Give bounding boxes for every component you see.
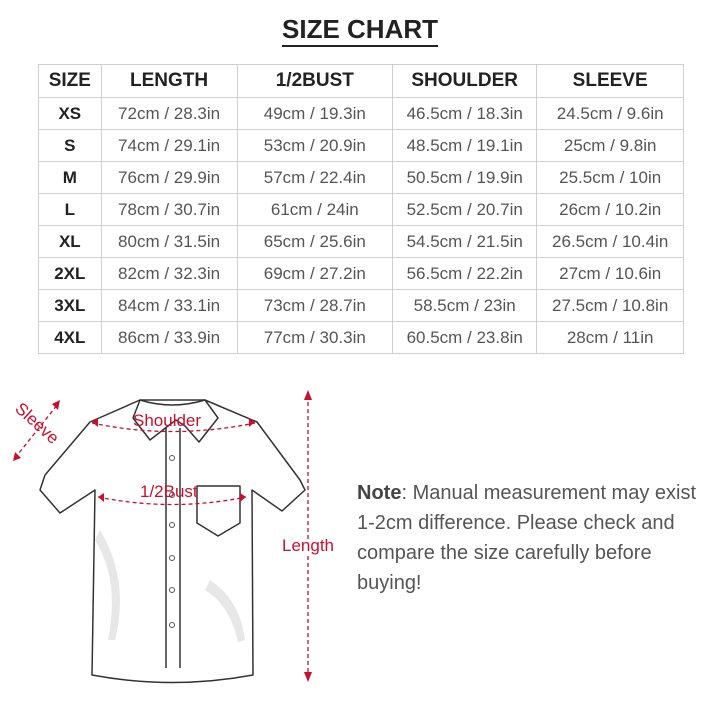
measurement-cell: 54.5cm / 21.5in [392,225,538,258]
measurement-cell: 26cm / 10.2in [536,193,684,226]
measurement-cell: 65cm / 25.6in [236,225,394,258]
measurement-cell: 58.5cm / 23in [392,289,538,322]
measurement-cell: 52.5cm / 20.7in [392,193,538,226]
measurement-cell: 48.5cm / 19.1in [392,129,538,162]
measurement-cell: 49cm / 19.3in [236,97,394,130]
arrow-down-icon [304,672,312,682]
arrow-icon [240,493,246,502]
size-table: SIZE LENGTH 1/2BUST SHOULDER SLEEVE XS 72cm /… [38,64,684,354]
measurement-cell: 27.5cm / 10.8in [536,289,684,322]
bust-label: 1/2Bust [140,482,198,501]
table-row: 2XL 82cm / 32.3in 69cm / 27.2in 56.5cm / 22… [38,257,684,290]
arrow-icon [52,400,60,410]
table-row: L 78cm / 30.7in 61cm / 24in 52.5cm / 20.7in… [38,193,684,226]
size-cell: XL [38,225,102,258]
measurement-cell: 25cm / 9.8in [536,129,684,162]
measurement-cell: 82cm / 32.3in [100,257,238,290]
arrow-icon [98,493,104,502]
note-text: Note: Manual measurement may exist 1-2cm… [357,482,697,594]
measurement-cell: 50.5cm / 19.9in [392,161,538,194]
measurement-cell: 60.5cm / 23.8in [392,321,538,354]
arrow-icon [13,452,21,461]
length-label: Length [282,536,334,555]
measurement-cell: 80cm / 31.5in [100,225,238,258]
arrow-up-icon [304,390,312,400]
collar [132,399,219,443]
measurement-cell: 76cm / 29.9in [100,161,238,194]
measurement-cell: 74cm / 29.1in [100,129,238,162]
measurement-cell: 46.5cm / 18.3in [392,97,538,130]
measurement-cell: 26.5cm / 10.4in [536,225,684,258]
measurement-cell: 77cm / 30.3in [236,321,394,354]
size-cell: XS [38,97,102,130]
measurement-cell: 72cm / 28.3in [100,97,238,130]
measurement-cell: 84cm / 33.1in [100,289,238,322]
arrow-icon [92,418,98,427]
measurement-cell: 78cm / 30.7in [100,193,238,226]
measurement-cell: 86cm / 33.9in [100,321,238,354]
table-row: XL 80cm / 31.5in 65cm / 25.6in 54.5cm / 21.… [38,225,684,258]
size-cell: 4XL [38,321,102,354]
table-row: M 76cm / 29.9in 57cm / 22.4in 50.5cm / 19.9… [38,161,684,194]
measurement-cell: 25.5cm / 10in [536,161,684,194]
size-cell: 3XL [38,289,102,322]
size-cell: M [38,161,102,194]
measurement-cell: 53cm / 20.9in [236,129,394,162]
table-header-row: SIZE LENGTH 1/2BUST SHOULDER SLEEVE [38,64,684,98]
table-row: S 74cm / 29.1in 53cm / 20.9in 48.5cm / 19.1… [38,129,684,162]
size-cell: 2XL [38,257,102,290]
measurement-cell: 24.5cm / 9.6in [536,97,684,130]
column-header: SIZE [38,64,102,98]
page-title: SIZE CHART [0,14,720,47]
size-cell: S [38,129,102,162]
measurement-cell: 69cm / 27.2in [236,257,394,290]
table-row: 4XL 86cm / 33.9in 77cm / 30.3in 60.5cm / 23… [38,321,684,354]
table-row: 3XL 84cm / 33.1in 73cm / 28.7in 58.5cm / 23… [38,289,684,322]
column-header: SHOULDER [392,64,538,98]
column-header: SLEEVE [536,64,684,98]
pocket [196,485,241,537]
measurement-cell: 56.5cm / 22.2in [392,257,538,290]
measurement-cell: 61cm / 24in [236,193,394,226]
measurement-cell: 28cm / 11in [536,321,684,354]
measurement-cell: 27cm / 10.6in [536,257,684,290]
measurement-cell: 73cm / 28.7in [236,289,394,322]
bust-measure-line [97,496,247,506]
arrow-icon [249,418,255,427]
shirt-diagram: Sleeve Shoulder 1/2Bust Length [11,390,337,684]
column-header: 1/2BUST [236,64,394,98]
size-cell: L [38,193,102,226]
sleeve-measure-line [14,403,59,459]
measurement-cell: 57cm / 22.4in [236,161,394,194]
shirt-body [39,399,306,684]
table-row: XS 72cm / 28.3in 49cm / 19.3in 46.5cm / 18.… [38,97,684,130]
shoulder-label: Shoulder [133,411,201,430]
column-header: LENGTH [100,64,238,98]
